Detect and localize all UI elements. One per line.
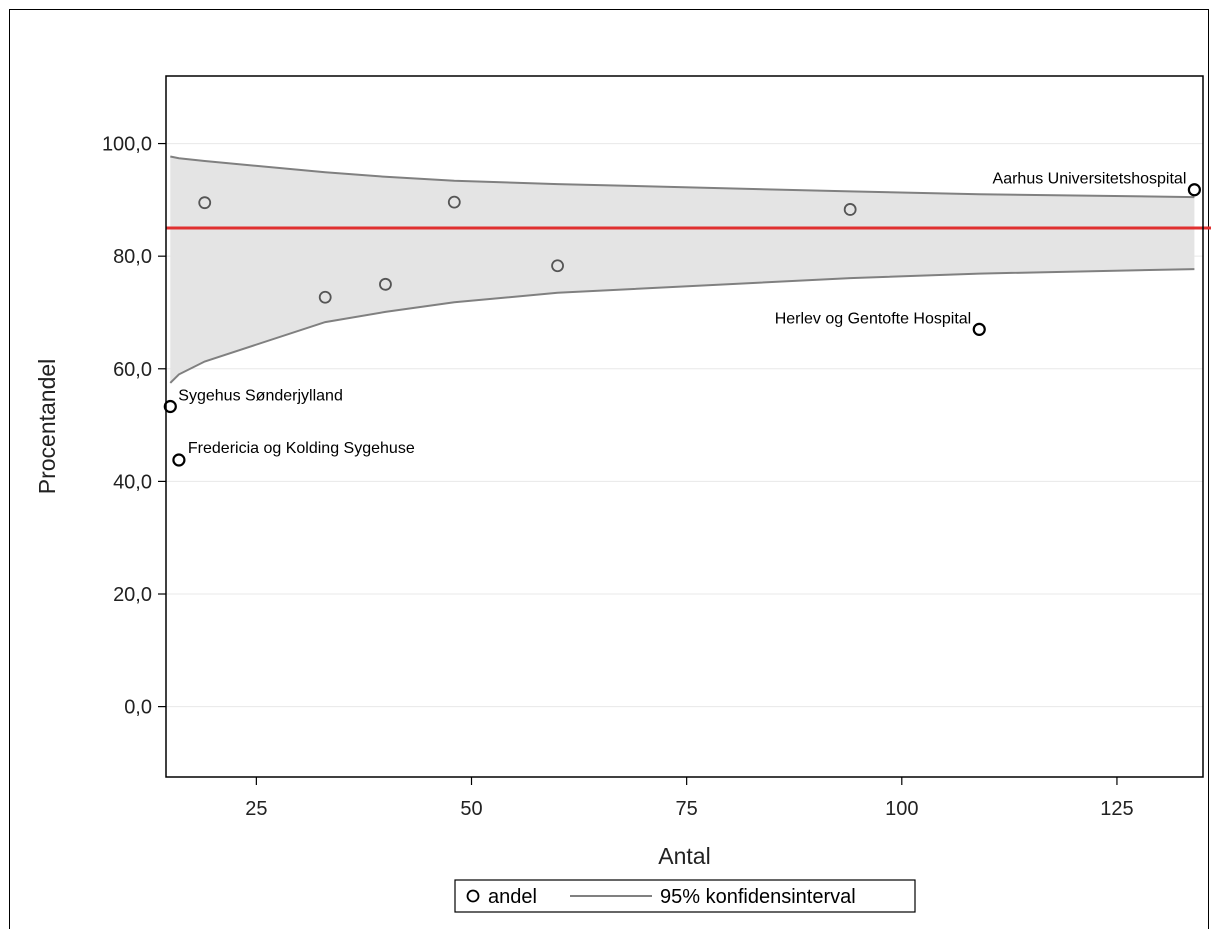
data-point-6 — [551, 259, 564, 273]
legend-box — [454, 879, 916, 913]
y-tick-label-3: 60,0 — [113, 359, 152, 381]
data-points: Sygehus Sønderjylland Fredericia og Koldi… — [163, 171, 1201, 467]
upper-confidence-line — [170, 155, 1195, 199]
x-tick-label-0: 25 — [245, 798, 267, 820]
legend: andel 95% konfidensinterval — [454, 879, 916, 913]
x-tick-label-1: 50 — [460, 798, 482, 820]
data-point-9 — [1187, 183, 1201, 197]
legend-marker-andel — [466, 889, 480, 903]
data-point-8 — [972, 322, 986, 336]
y-tick-label-0: 0,0 — [124, 697, 152, 719]
plot-area — [165, 75, 1204, 778]
confidence-band — [169, 155, 1195, 384]
confidence-band-area — [170, 156, 1195, 383]
legend-label-andel: andel — [488, 886, 537, 908]
lower-confidence-line — [169, 268, 1195, 384]
plot-border — [165, 75, 1204, 778]
y-tick-label-1: 20,0 — [113, 584, 152, 606]
y-tick-label-4: 80,0 — [113, 246, 152, 268]
point-label-0: Sygehus Sønderjylland — [178, 388, 343, 405]
point-label-9: Aarhus Universitetshospital — [993, 171, 1187, 188]
chart-frame — [9, 9, 1209, 929]
x-tick-label-3: 100 — [885, 798, 918, 820]
y-axis-title: Procentandel — [34, 359, 60, 495]
x-axis: 25 50 75 100 125 — [245, 777, 1134, 820]
legend-label-ci: 95% konfidensinterval — [660, 886, 856, 908]
y-tick-label-5: 100,0 — [102, 134, 152, 156]
point-label-8: Herlev og Gentofte Hospital — [775, 310, 972, 327]
y-tick-label-2: 40,0 — [113, 471, 152, 493]
data-point-5 — [447, 195, 461, 209]
x-tick-label-2: 75 — [676, 798, 698, 820]
data-point-4 — [379, 277, 392, 291]
data-point-7 — [843, 203, 857, 216]
data-point-1 — [172, 453, 186, 467]
y-axis: 0,0 20,0 40,0 60,0 80,0 100,0 — [102, 134, 166, 719]
data-point-3 — [318, 290, 332, 304]
point-label-1: Fredericia og Kolding Sygehuse — [188, 440, 415, 457]
x-axis-title: Antal — [658, 843, 710, 869]
data-point-0 — [163, 399, 177, 414]
x-tick-label-4: 125 — [1100, 798, 1133, 820]
data-point-2 — [198, 196, 212, 210]
